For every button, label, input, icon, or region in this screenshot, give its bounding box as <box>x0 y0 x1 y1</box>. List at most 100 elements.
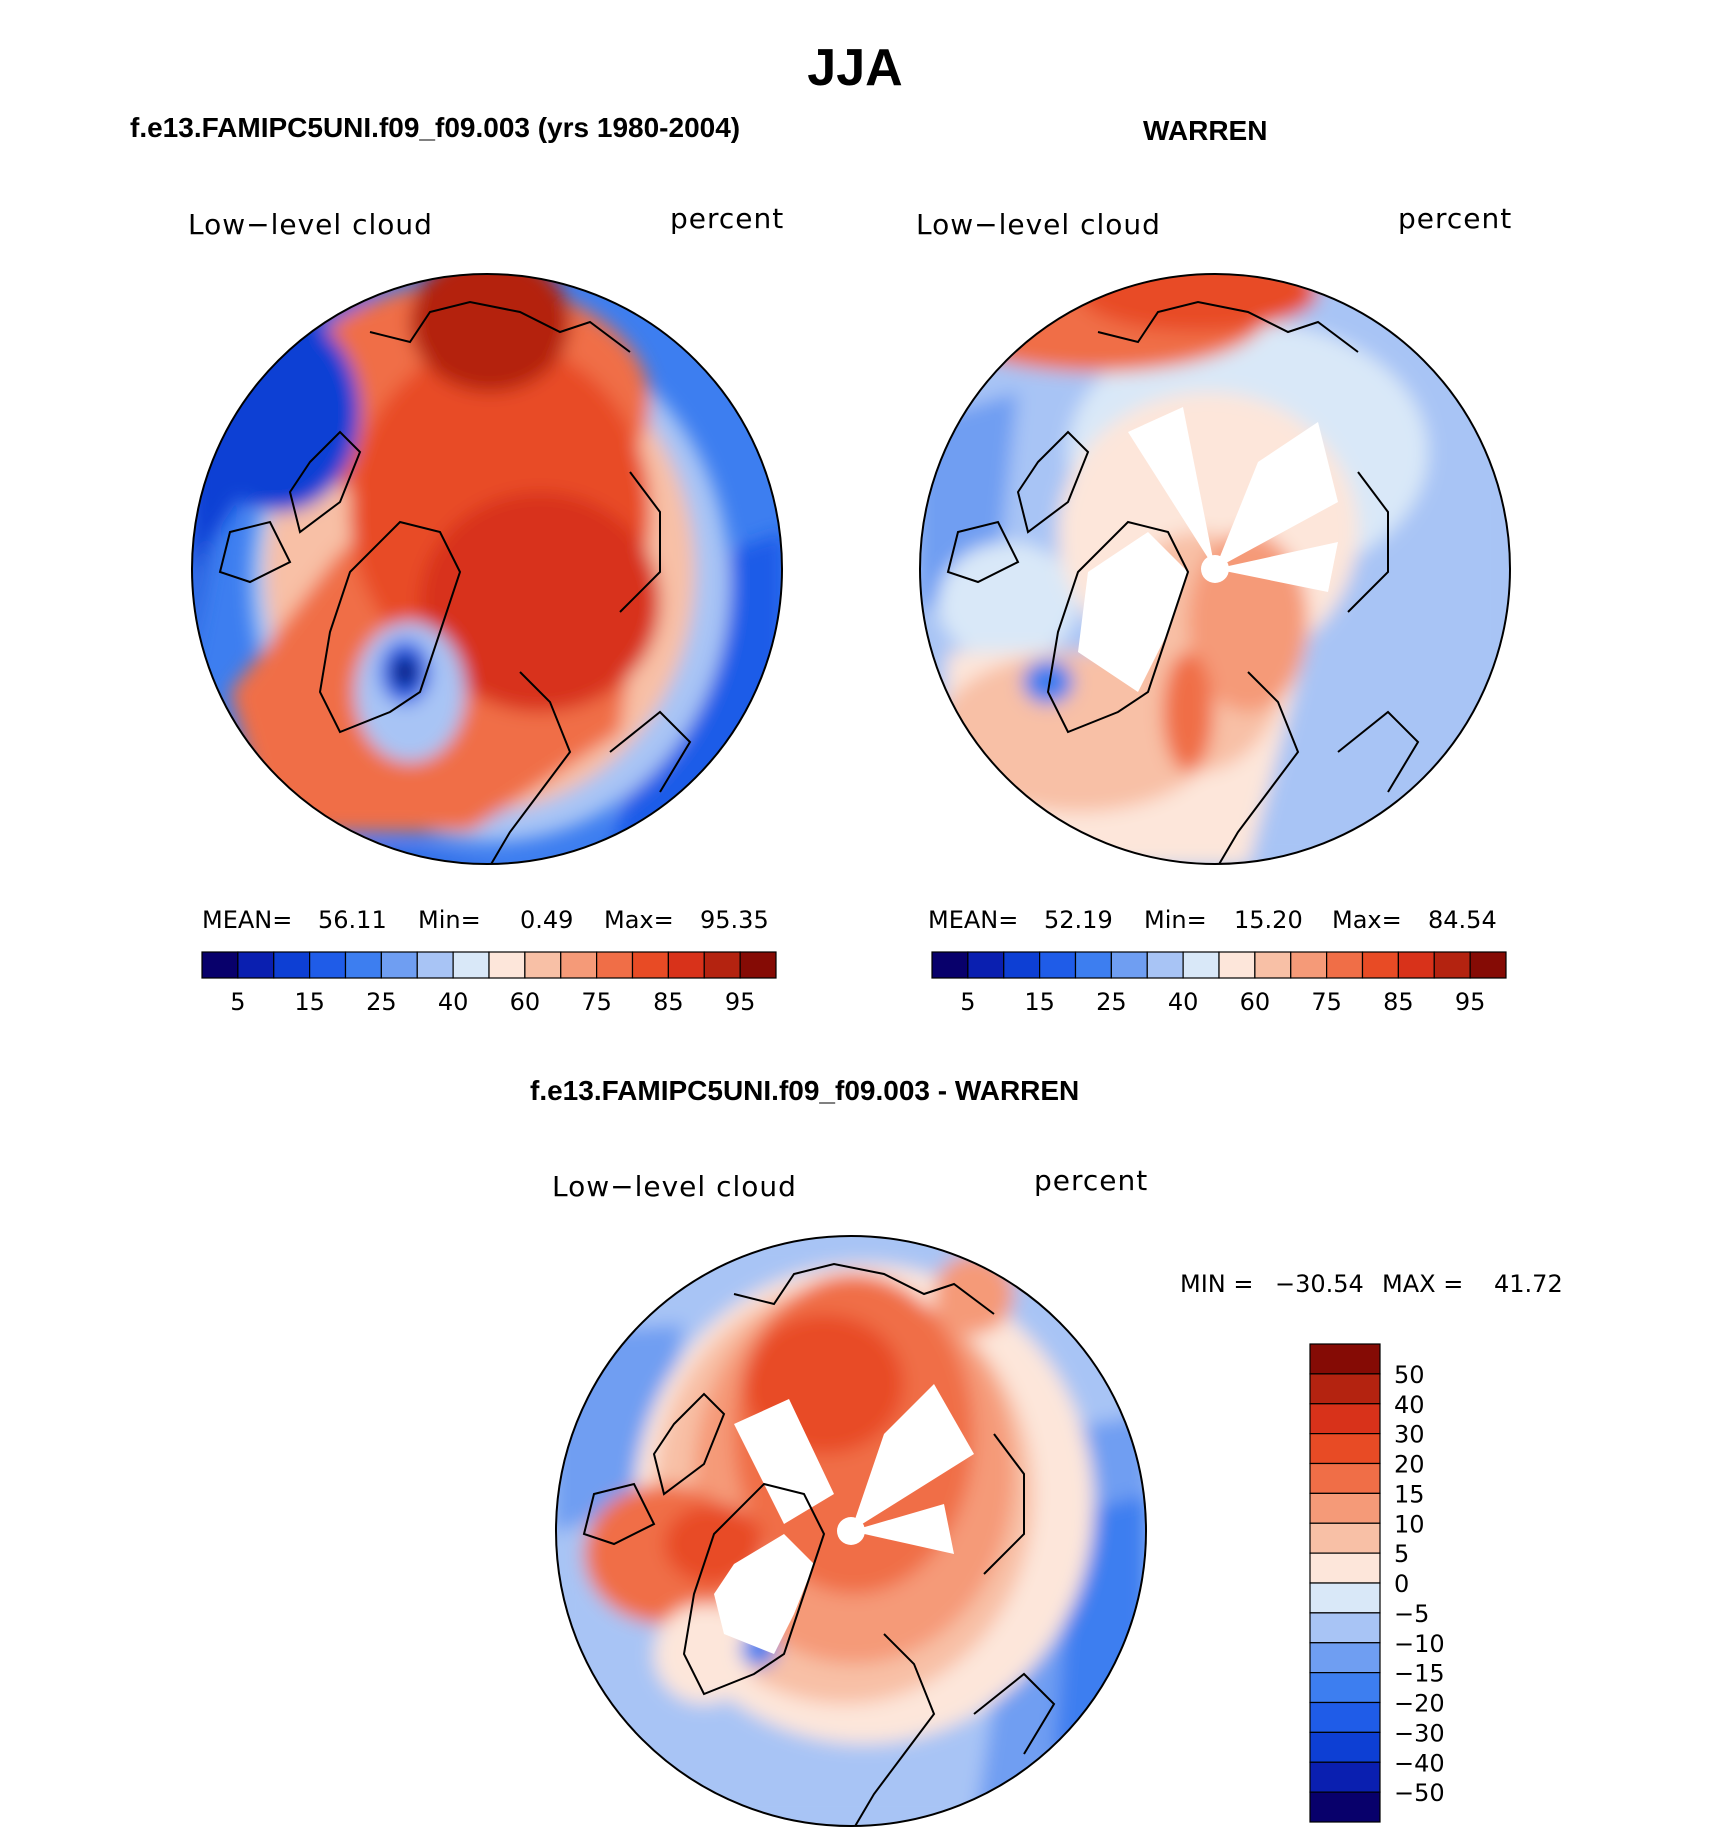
panel3-max-label: MAX = <box>1382 1270 1471 1298</box>
panel1-colorbar-swatch <box>344 951 382 979</box>
panel3-colorbar-swatch <box>1309 1731 1381 1763</box>
panel3-colorbar-swatch <box>1309 1791 1381 1823</box>
panel3-colorbar-tick-label: −50 <box>1394 1779 1445 1807</box>
panel1-mean-value: 56.11 <box>318 906 387 934</box>
panel2-colorbar-swatch <box>931 951 969 979</box>
panel2-colorbar-swatch <box>1003 951 1041 979</box>
panel1-colorbar-swatch <box>452 951 490 979</box>
panel3-colorbar-tick-label: 15 <box>1394 1480 1425 1508</box>
panel2-colorbar-tick-label: 25 <box>1096 988 1127 1016</box>
panel3-colorbar-tick-label: 30 <box>1394 1421 1425 1449</box>
panel1-colorbar-swatch <box>201 951 239 979</box>
panel2-colorbar-swatch <box>1182 951 1220 979</box>
panel2-colorbar-tick-label: 40 <box>1168 988 1199 1016</box>
panel1-colorbar-tick-label: 95 <box>725 988 756 1016</box>
panel1-colorbar-tick-label: 40 <box>438 988 469 1016</box>
panel3-colorbar-tick-label: 20 <box>1394 1451 1425 1479</box>
panel2-colorbar-tick-label: 85 <box>1383 988 1414 1016</box>
panel2-colorbar-swatch <box>1361 951 1399 979</box>
panel1-max-label: Max= <box>604 906 674 934</box>
panel3-colorbar-tick-label: 5 <box>1394 1540 1409 1568</box>
panel2-colorbar-swatch <box>1146 951 1184 979</box>
panel1-polar-map <box>191 273 783 865</box>
panel1-colorbar-tick-label: 5 <box>230 988 245 1016</box>
panel3-min-value: −30.54 <box>1275 1270 1364 1298</box>
panel1-colorbar-swatch <box>488 951 526 979</box>
panel1-colorbar-tick-label: 60 <box>510 988 541 1016</box>
panel2-colorbar-tick-label: 75 <box>1311 988 1342 1016</box>
panel2-colorbar-tick-label: 60 <box>1240 988 1271 1016</box>
panel2-colorbar-swatch <box>1326 951 1364 979</box>
panel1-variable-label: Low−level cloud <box>188 208 433 241</box>
panel2-units-label: percent <box>1398 202 1513 235</box>
panel3-colorbar-swatch <box>1309 1761 1381 1793</box>
panel2-colorbar-swatch <box>1110 951 1148 979</box>
panel2-colorbar-tick-label: 15 <box>1024 988 1055 1016</box>
panel1-mean-label: MEAN= <box>202 906 293 934</box>
panel3-colorbar-swatch <box>1309 1462 1381 1494</box>
panel3-colorbar-tick-label: −20 <box>1394 1690 1445 1718</box>
panel2-max-label: Max= <box>1332 906 1402 934</box>
panel3-colorbar-tick-label: 0 <box>1394 1570 1409 1598</box>
panel2-colorbar-swatch <box>1433 951 1471 979</box>
panel2-colorbar-tick-label: 95 <box>1455 988 1486 1016</box>
panel2-max-value: 84.54 <box>1428 906 1497 934</box>
panel2-colorbar: 5 15 25 40 60 75 85 95 <box>931 951 1507 1016</box>
panel1-colorbar-swatch <box>309 951 347 979</box>
panel2-colorbar-swatch <box>1254 951 1292 979</box>
panel1-colorbar: 5 15 25 40 60 75 85 95 <box>201 951 777 1016</box>
panel3-colorbar-swatch <box>1309 1582 1381 1614</box>
panel1-colorbar-swatch <box>560 951 598 979</box>
panel2-colorbar-swatch <box>1290 951 1328 979</box>
panel3-colorbar-tick-label: −40 <box>1394 1749 1445 1777</box>
panel3-colorbar-swatch <box>1309 1492 1381 1524</box>
panel2-mean-label: MEAN= <box>928 906 1019 934</box>
panel1-units-label: percent <box>670 202 785 235</box>
panel1-colorbar-swatch <box>703 951 741 979</box>
panel1-colorbar-tick-label: 85 <box>653 988 684 1016</box>
panel1-colorbar-swatch <box>237 951 275 979</box>
panel3-colorbar-swatch <box>1309 1612 1381 1644</box>
panel3-variable-label: Low−level cloud <box>552 1170 797 1203</box>
panel3-colorbar-tick-label: 50 <box>1394 1361 1425 1389</box>
panel2-title: WARREN <box>1143 115 1268 146</box>
panel3-colorbar-tick-label: −5 <box>1394 1600 1429 1628</box>
panel1-colorbar-swatch <box>631 951 669 979</box>
panel2-colorbar-swatch <box>1039 951 1077 979</box>
panel3-max-value: 41.72 <box>1494 1270 1563 1298</box>
panel3-colorbar-swatch <box>1309 1343 1381 1375</box>
panel3-min-label: MIN = <box>1180 1270 1262 1298</box>
panel1-min-value: 0.49 <box>520 906 574 934</box>
panel2-colorbar-swatch <box>1074 951 1112 979</box>
panel3-colorbar-swatch <box>1309 1373 1381 1405</box>
panel2-variable-label: Low−level cloud <box>916 208 1161 241</box>
panel3-units-label: percent <box>1034 1164 1149 1197</box>
panel3-colorbar-tick-label: 10 <box>1394 1510 1425 1538</box>
panel3-colorbar-tick-label: −15 <box>1394 1660 1445 1688</box>
panel2-mean-value: 52.19 <box>1044 906 1113 934</box>
panel3-colorbar-swatch <box>1309 1522 1381 1554</box>
panel1-colorbar-tick-label: 75 <box>581 988 612 1016</box>
panel1-colorbar-swatch <box>524 951 562 979</box>
panel2-polar-map <box>919 273 1511 865</box>
panel1-colorbar-tick-label: 15 <box>294 988 325 1016</box>
panel3-colorbar-swatch <box>1309 1552 1381 1584</box>
panel2-colorbar-swatch <box>1469 951 1507 979</box>
panel1-colorbar-swatch <box>667 951 705 979</box>
panel3-colorbar-tick-label: −30 <box>1394 1719 1445 1747</box>
panel1-colorbar-swatch <box>380 951 418 979</box>
panel1-colorbar-swatch <box>273 951 311 979</box>
panel2-min-label: Min= <box>1144 906 1207 934</box>
panel3-polar-map <box>555 1235 1147 1827</box>
panel2-colorbar-swatch <box>1397 951 1435 979</box>
panel1-title: f.e13.FAMIPC5UNI.f09_f09.003 (yrs 1980-2… <box>130 112 741 143</box>
panel1-colorbar-tick-label: 25 <box>366 988 397 1016</box>
panel2-colorbar-tick-label: 5 <box>960 988 975 1016</box>
main-title: JJA <box>807 39 903 97</box>
panel1-min-label: Min= <box>418 906 481 934</box>
panel1-colorbar-swatch <box>416 951 454 979</box>
panel3-colorbar-swatch <box>1309 1433 1381 1465</box>
panel3-colorbar-swatch <box>1309 1642 1381 1674</box>
panel1-colorbar-swatch <box>739 951 777 979</box>
